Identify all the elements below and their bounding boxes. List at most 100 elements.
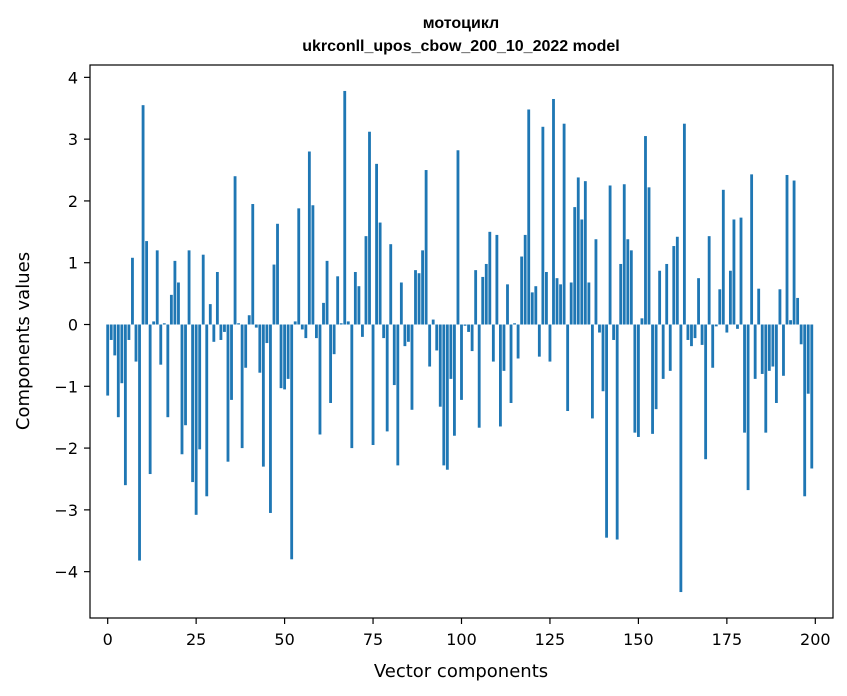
bar-135 (583, 181, 587, 325)
bar-52 (290, 324, 294, 560)
bar-51 (286, 324, 290, 379)
bar-146 (622, 184, 626, 325)
bar-100 (460, 324, 463, 400)
bar-169 (704, 324, 708, 460)
bar-13 (152, 321, 156, 325)
bar-153 (647, 187, 651, 325)
bar-186 (764, 324, 768, 433)
y-tick-label: 1 (68, 254, 78, 273)
bar-71 (357, 286, 361, 325)
bar-28 (205, 324, 209, 497)
x-tick-label: 100 (446, 630, 477, 649)
y-tick-label: 0 (68, 316, 78, 335)
bar-188 (771, 324, 775, 367)
bar-76 (375, 163, 378, 325)
bar-53 (293, 321, 297, 325)
bar-36 (233, 176, 237, 325)
bar-124 (545, 271, 548, 325)
bar-80 (389, 244, 393, 325)
bar-8 (134, 324, 138, 362)
bar-195 (796, 297, 800, 325)
bar-31 (215, 271, 219, 325)
bar-157 (661, 324, 665, 379)
bar-67 (343, 90, 347, 325)
bar-118 (523, 234, 527, 325)
bar-143 (612, 324, 616, 340)
bar-37 (237, 323, 241, 325)
bar-145 (619, 263, 623, 325)
bar-46 (269, 324, 272, 513)
bar-129 (562, 123, 566, 325)
y-tick-label: 4 (68, 68, 78, 87)
bar-11 (145, 241, 149, 325)
bar-139 (598, 324, 601, 333)
bar-160 (672, 246, 676, 325)
bar-2 (113, 324, 117, 356)
y-tick-label: 2 (68, 192, 78, 211)
bar-136 (587, 282, 591, 325)
bar-89 (421, 250, 424, 325)
x-tick-label: 25 (186, 630, 206, 649)
bar-191 (782, 324, 785, 376)
bar-104 (474, 270, 478, 325)
bar-148 (629, 250, 633, 325)
bar-20 (177, 282, 180, 325)
bar-42 (254, 324, 258, 328)
bar-112 (502, 324, 506, 371)
bar-34 (226, 324, 230, 462)
bar-64 (332, 324, 336, 355)
bar-45 (265, 324, 269, 344)
bar-190 (778, 289, 782, 325)
bar-33 (223, 324, 226, 332)
bar-165 (690, 324, 693, 347)
bar-109 (491, 324, 495, 362)
x-tick-label: 50 (274, 630, 294, 649)
bar-134 (580, 219, 584, 325)
bar-14 (155, 250, 159, 325)
bar-96 (445, 324, 449, 470)
bar-128 (559, 284, 562, 325)
bar-197 (803, 324, 807, 497)
bar-61 (322, 302, 325, 325)
bar-171 (711, 324, 715, 368)
bar-183 (753, 324, 757, 379)
y-tick-label: −2 (54, 439, 78, 458)
bar-57 (307, 151, 311, 325)
bar-140 (601, 324, 605, 392)
bar-102 (467, 324, 470, 332)
bar-189 (774, 324, 778, 403)
bar-132 (573, 207, 577, 325)
bar-97 (449, 324, 453, 379)
bar-75 (371, 324, 375, 445)
bar-15 (159, 324, 163, 365)
bar-25 (194, 324, 198, 515)
bar-3 (116, 324, 120, 418)
bar-185 (760, 324, 764, 374)
y-tick-label: 3 (68, 130, 78, 149)
bar-81 (392, 324, 396, 386)
x-axis-label: Vector components (374, 661, 548, 682)
bar-55 (300, 324, 304, 330)
bar-12 (148, 324, 152, 475)
bar-178 (736, 324, 739, 329)
bar-39 (244, 324, 248, 368)
bar-63 (329, 324, 333, 403)
bar-125 (548, 324, 552, 362)
y-tick-label: −4 (54, 563, 78, 582)
bar-27 (201, 254, 205, 325)
bar-47 (272, 264, 276, 325)
bar-84 (403, 324, 407, 347)
y-tick-label: −1 (54, 377, 78, 396)
bar-29 (208, 304, 212, 325)
bar-152 (644, 136, 647, 325)
bar-150 (636, 324, 640, 437)
bar-141 (605, 324, 608, 538)
bar-19 (173, 260, 177, 325)
bar-50 (283, 324, 287, 390)
bar-21 (180, 324, 184, 455)
bar-26 (198, 324, 202, 450)
bar-49 (279, 324, 283, 389)
bar-24 (191, 324, 195, 483)
bar-142 (608, 185, 612, 325)
